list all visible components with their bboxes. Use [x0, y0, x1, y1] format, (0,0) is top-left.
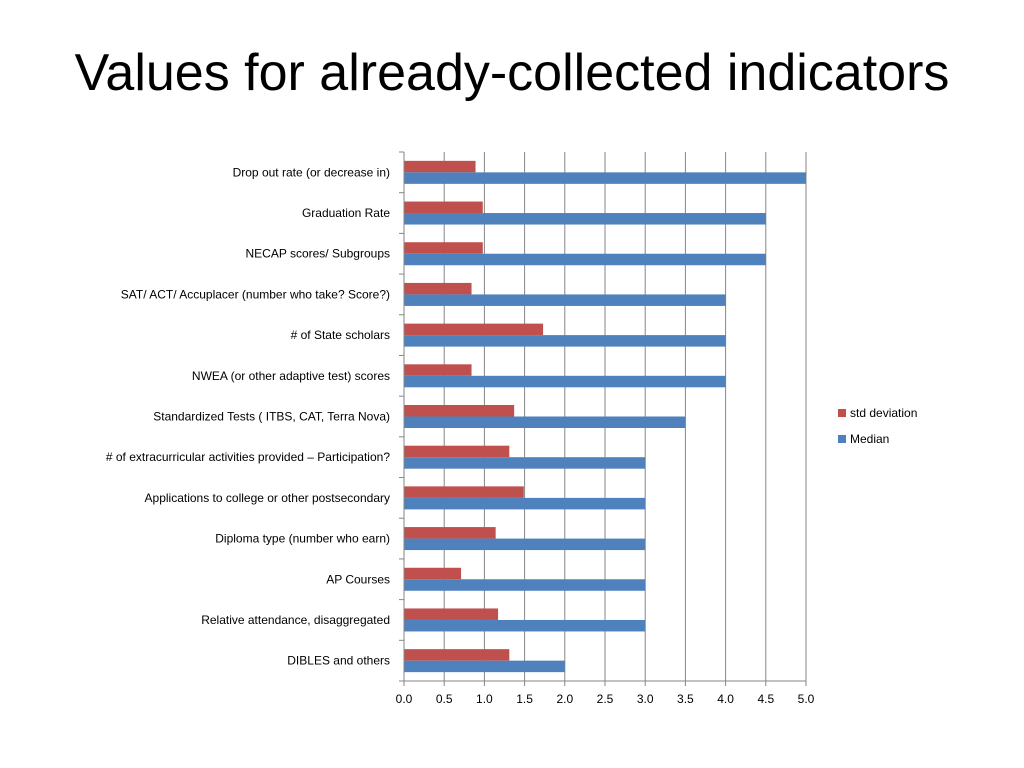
category-label: DIBLES and others — [287, 654, 390, 668]
bar-median — [404, 253, 766, 266]
x-tick-labels: 0.0 0.5 1.0 1.5 2.0 2.5 3.0 3.5 4.0 4.5 5.0 — [396, 692, 815, 706]
bar-std-deviation — [404, 364, 472, 376]
x-tick-label: 2.5 — [597, 692, 614, 706]
bar-std-deviation — [404, 486, 524, 498]
category-label: Graduation Rate — [302, 206, 390, 220]
x-tick-label: 1.0 — [476, 692, 493, 706]
x-tick-label: 5.0 — [798, 692, 815, 706]
category-label: # of extracurricular activities provided… — [106, 450, 390, 464]
category-labels: Drop out rate (or decrease in) Graduation… — [106, 165, 390, 667]
x-tick-label: 3.0 — [637, 692, 654, 706]
x-tick-label: 1.5 — [516, 692, 533, 706]
bar-median — [404, 538, 646, 551]
category-label: AP Courses — [326, 572, 390, 586]
category-label: Drop out rate (or decrease in) — [233, 165, 390, 179]
bar-median — [404, 579, 646, 591]
slide-title: Values for already-collected indicators — [74, 44, 950, 102]
category-label: SAT/ ACT/ Accuplacer (number who take? S… — [121, 287, 390, 301]
bar-median — [404, 375, 726, 388]
bar-median — [404, 416, 686, 428]
bar-std-deviation — [404, 242, 483, 254]
bar-std-deviation — [404, 649, 510, 661]
category-label: NECAP scores/ Subgroups — [245, 247, 390, 261]
bar-median — [404, 294, 726, 306]
bar-median — [404, 172, 806, 184]
bar-std-deviation — [404, 405, 515, 417]
bar-std-deviation — [404, 445, 510, 458]
legend-swatch — [838, 409, 846, 417]
category-label: NWEA (or other adaptive test) scores — [192, 369, 390, 383]
category-label: Applications to college or other postsec… — [145, 491, 390, 505]
bar-median — [404, 660, 565, 673]
bar-median — [404, 335, 726, 347]
bar-median — [404, 497, 646, 510]
x-tick-label: 2.0 — [556, 692, 573, 706]
category-label: Relative attendance, disaggregated — [201, 613, 390, 627]
x-tick-label: 3.5 — [677, 692, 694, 706]
category-label: Standardized Tests ( ITBS, CAT, Terra No… — [153, 410, 390, 424]
x-tick-label: 4.0 — [717, 692, 734, 706]
bar-median — [404, 457, 646, 469]
x-tick-label: 0.0 — [396, 692, 413, 706]
axes — [399, 151, 807, 686]
bar-std-deviation — [404, 567, 462, 580]
bar-std-deviation — [404, 323, 544, 336]
bar-std-deviation — [404, 608, 499, 620]
legend-label: Median — [850, 432, 889, 446]
legend: std deviation Median — [838, 406, 917, 446]
x-tick-label: 4.5 — [757, 692, 774, 706]
legend-label: std deviation — [850, 406, 917, 420]
bars — [404, 160, 806, 673]
bar-median — [404, 213, 766, 225]
bar-std-deviation — [404, 527, 496, 539]
legend-swatch — [838, 435, 846, 443]
bar-std-deviation — [404, 201, 483, 214]
bar-median — [404, 619, 646, 632]
x-tick-label: 0.5 — [436, 692, 453, 706]
bar-std-deviation — [404, 160, 476, 173]
bar-std-deviation — [404, 282, 472, 295]
category-label: # of State scholars — [291, 328, 390, 342]
category-label: Diploma type (number who earn) — [215, 532, 390, 546]
